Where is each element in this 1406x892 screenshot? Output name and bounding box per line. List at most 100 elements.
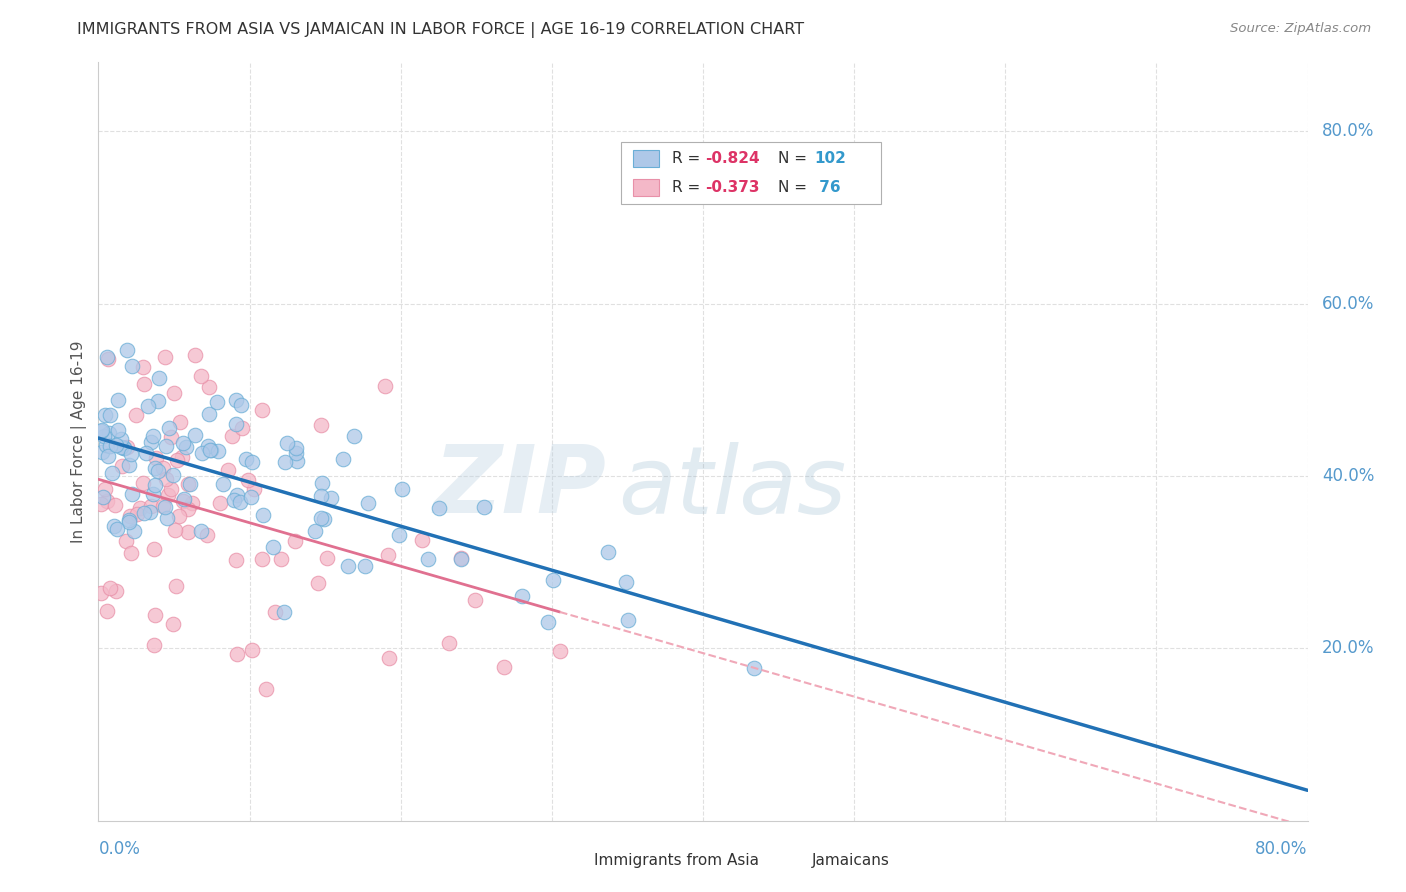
Point: [132, 506, 155, 520]
Text: 60.0%: 60.0%: [1322, 294, 1375, 313]
Point: [217, 463, 239, 477]
Point: [226, 488, 249, 502]
Point: [231, 421, 253, 435]
Point: [250, 551, 273, 566]
Point: [136, 399, 159, 413]
Point: [427, 501, 450, 516]
Point: [139, 435, 162, 450]
Bar: [633, 179, 659, 196]
Text: R =: R =: [672, 180, 704, 195]
Point: [132, 476, 155, 491]
Point: [121, 359, 143, 374]
Point: [262, 540, 284, 554]
Point: [120, 447, 142, 461]
Point: [93, 429, 115, 443]
Point: [118, 458, 141, 472]
Point: [173, 491, 195, 506]
Point: [146, 394, 169, 409]
Point: [596, 545, 619, 559]
Point: [284, 534, 307, 549]
Point: [115, 534, 138, 549]
Point: [229, 495, 252, 509]
Point: [169, 415, 191, 429]
Point: [94, 438, 117, 452]
Point: [190, 524, 212, 538]
Text: 80.0%: 80.0%: [1322, 122, 1375, 140]
Point: [309, 418, 332, 433]
Point: [163, 523, 186, 537]
Point: [250, 403, 273, 417]
Point: [157, 421, 180, 435]
Point: [104, 498, 127, 512]
Point: [111, 459, 134, 474]
Point: [139, 505, 162, 519]
Point: [166, 453, 188, 467]
Point: [98, 408, 121, 422]
Point: [153, 350, 176, 364]
Point: [90, 497, 112, 511]
Point: [177, 502, 200, 516]
Point: [142, 429, 165, 443]
Point: [155, 439, 177, 453]
Point: [377, 548, 399, 562]
Point: [120, 509, 142, 524]
Text: -0.373: -0.373: [706, 180, 759, 195]
Point: [195, 528, 218, 542]
Point: [152, 499, 174, 513]
Point: [304, 524, 326, 538]
Point: [112, 441, 135, 455]
Point: [512, 589, 534, 603]
Point: [391, 483, 413, 497]
Text: N =: N =: [778, 180, 811, 195]
Point: [614, 574, 637, 589]
Point: [240, 455, 263, 469]
Point: [90, 586, 112, 600]
Point: [139, 500, 162, 514]
Point: [143, 542, 166, 557]
Bar: [633, 151, 659, 167]
Point: [148, 371, 170, 385]
Text: R =: R =: [672, 152, 704, 166]
Point: [128, 501, 150, 516]
Point: [94, 482, 117, 496]
Point: [337, 559, 360, 574]
Point: [118, 515, 141, 529]
Point: [312, 512, 335, 526]
Point: [105, 522, 128, 536]
Point: [121, 487, 143, 501]
Point: [225, 417, 247, 431]
Point: [96, 494, 118, 508]
Point: [104, 438, 127, 452]
Point: [190, 369, 212, 384]
Point: [155, 472, 177, 486]
Point: [96, 604, 118, 618]
Point: [315, 551, 337, 566]
Point: [143, 478, 166, 492]
Text: N =: N =: [778, 152, 811, 166]
Point: [162, 468, 184, 483]
Point: [97, 351, 120, 366]
Point: [156, 511, 179, 525]
Point: [177, 524, 200, 539]
Point: [90, 444, 112, 458]
Point: [198, 379, 221, 393]
Point: [103, 519, 125, 533]
Point: [222, 493, 245, 508]
Point: [307, 575, 329, 590]
Point: [120, 546, 142, 560]
Text: 102: 102: [814, 152, 846, 166]
Text: ZIP: ZIP: [433, 441, 606, 533]
FancyBboxPatch shape: [621, 142, 880, 204]
Point: [254, 681, 277, 696]
Text: IMMIGRANTS FROM ASIA VS JAMAICAN IN LABOR FORCE | AGE 16-19 CORRELATION CHART: IMMIGRANTS FROM ASIA VS JAMAICAN IN LABO…: [77, 22, 804, 38]
Point: [153, 500, 176, 514]
Text: Jamaicans: Jamaicans: [811, 853, 890, 868]
Point: [343, 429, 366, 443]
Point: [240, 491, 263, 505]
Point: [212, 476, 235, 491]
Point: [240, 643, 263, 657]
Point: [165, 579, 187, 593]
Point: [354, 559, 377, 574]
Point: [110, 440, 132, 454]
Point: [98, 581, 121, 595]
